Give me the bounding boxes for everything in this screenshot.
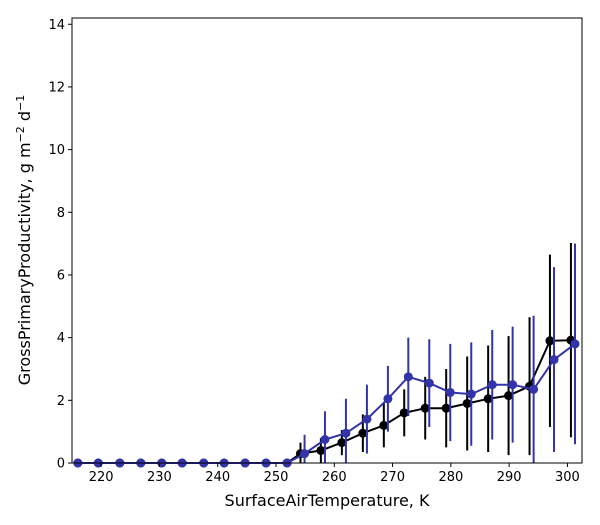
plot-layer xyxy=(73,243,580,468)
x-axis-label: SurfaceAirTemperature, K xyxy=(225,491,430,510)
data-point xyxy=(403,372,413,382)
y-tick-label: 14 xyxy=(48,18,65,33)
data-point xyxy=(316,445,326,455)
x-tick-label: 280 xyxy=(438,470,463,485)
data-point xyxy=(462,398,472,408)
data-point xyxy=(504,391,514,401)
x-tick-label: 260 xyxy=(322,470,347,485)
y-tick-label: 4 xyxy=(57,331,65,346)
x-tick-label: 290 xyxy=(497,470,522,485)
y-tick-label: 12 xyxy=(48,80,65,95)
y-axis-label: GrossPrimaryProductivity, g m−2 d−1 xyxy=(14,95,34,385)
data-point xyxy=(300,449,310,459)
data-point xyxy=(445,387,455,397)
x-tick-label: 250 xyxy=(264,470,289,485)
data-point xyxy=(545,336,555,346)
y-tick-label: 2 xyxy=(57,394,65,409)
data-point xyxy=(379,420,389,430)
y-axis-label-unit: d xyxy=(15,111,34,126)
y-tick-label: 10 xyxy=(48,143,65,158)
data-point xyxy=(466,389,476,399)
data-point xyxy=(549,355,559,365)
y-axis-label-exp2: −1 xyxy=(14,95,27,111)
axis-layer: 220 230 240 250 260 270 280 290 300 0 2 4 6 8 10 12 14 xyxy=(48,18,579,485)
data-point xyxy=(529,384,539,394)
data-point xyxy=(341,428,351,438)
x-tick-label: 270 xyxy=(380,470,405,485)
y-axis-label-main: GrossPrimaryProductivity, g m xyxy=(15,142,34,385)
data-point xyxy=(358,428,368,438)
x-tick-label: 240 xyxy=(205,470,230,485)
y-tick-label: 8 xyxy=(57,206,65,221)
data-point xyxy=(362,414,372,424)
plot-frame xyxy=(71,17,583,464)
data-point xyxy=(420,403,430,413)
data-point xyxy=(320,434,330,444)
data-point xyxy=(424,378,434,388)
y-tick-label: 0 xyxy=(57,457,65,472)
y-axis-label-exp1: −2 xyxy=(14,126,27,142)
x-tick-label: 220 xyxy=(89,470,114,485)
data-point xyxy=(337,438,347,448)
y-tick-label: 6 xyxy=(57,268,65,283)
data-point xyxy=(508,380,518,390)
data-point xyxy=(383,394,393,404)
x-tick-label: 300 xyxy=(555,470,580,485)
data-point xyxy=(570,339,580,349)
data-point xyxy=(487,380,497,390)
data-point xyxy=(399,408,409,418)
x-tick-label: 230 xyxy=(147,470,172,485)
data-point xyxy=(441,403,451,413)
data-point xyxy=(483,394,493,404)
